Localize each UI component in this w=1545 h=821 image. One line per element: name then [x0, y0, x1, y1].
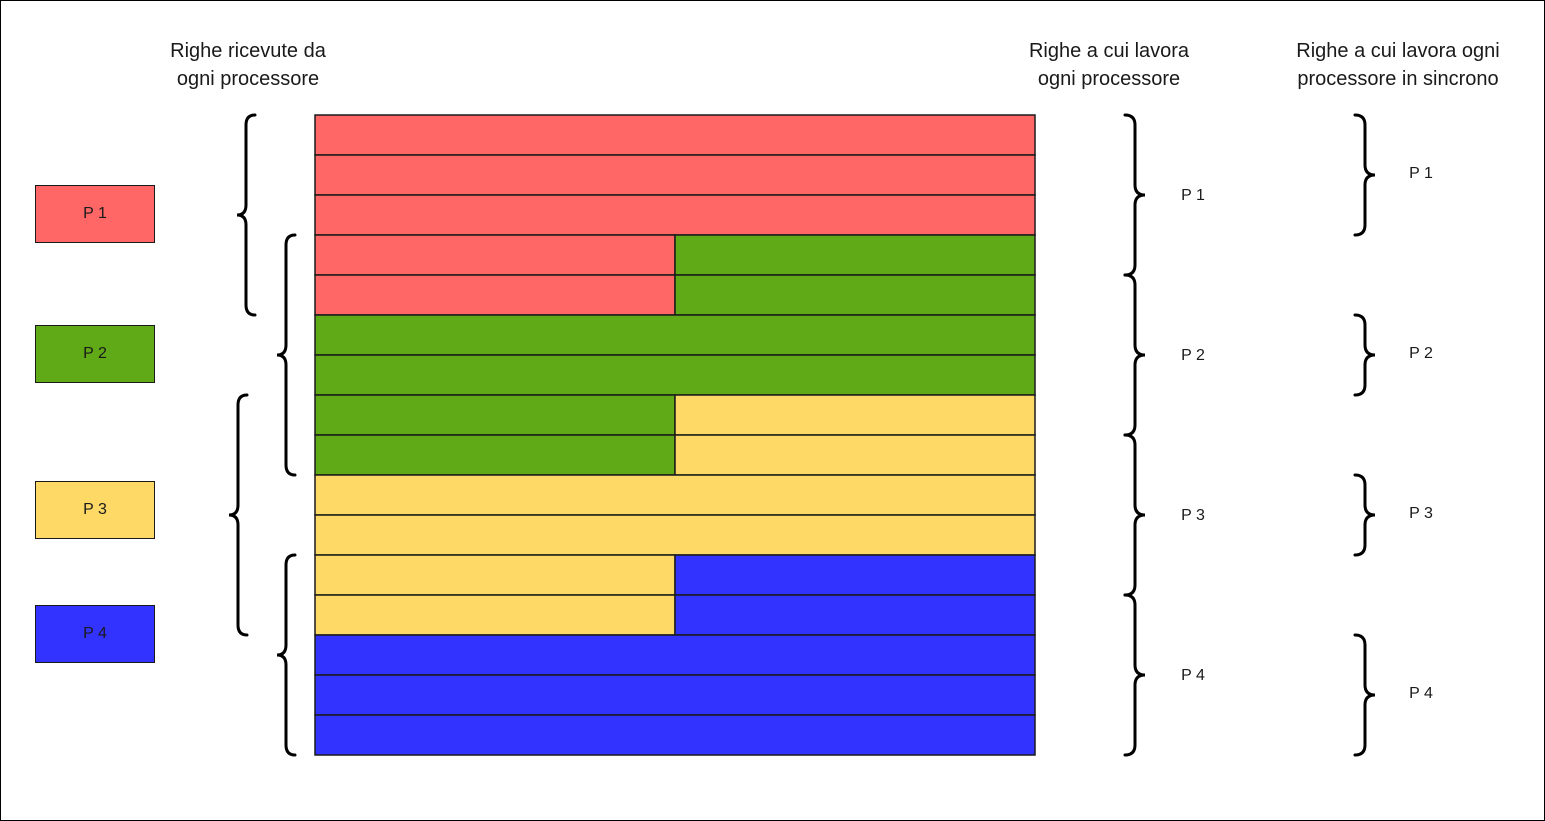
legend-p3-label: P 3 — [83, 501, 107, 518]
grid-row-4-cell-1-p1 — [314, 234, 676, 276]
heading-work-rows: Righe a cui lavora ogni processore — [1028, 40, 1190, 90]
work-label-p4: P 4 — [1181, 667, 1205, 684]
grid-row-14-cell-1-p4 — [314, 634, 1036, 676]
work-brace-p4 — [1123, 593, 1146, 757]
work-brace-p1 — [1123, 113, 1146, 277]
grid-row-3-cell-1-p1 — [314, 194, 1036, 236]
received-brace-p4 — [276, 553, 297, 757]
grid-row-12-cell-2-p4 — [674, 554, 1036, 596]
legend-p4: P 4 — [35, 605, 155, 663]
legend-p2-label: P 2 — [83, 345, 107, 362]
grid-row-4-cell-2-p2 — [674, 234, 1036, 276]
grid-row-15-cell-1-p4 — [314, 674, 1036, 716]
grid-row-9-cell-2-p3 — [674, 434, 1036, 476]
grid-row-9-cell-1-p2 — [314, 434, 676, 476]
heading-received-rows: Righe ricevute da ogni processore — [170, 40, 326, 90]
grid-row-8-cell-2-p3 — [674, 394, 1036, 436]
legend-p1-label: P 1 — [83, 205, 107, 222]
heading-sync-rows: Righe a cui lavora ogni processore in si… — [1296, 40, 1500, 90]
grid-row-11-cell-1-p3 — [314, 514, 1036, 556]
grid-row-10-cell-1-p3 — [314, 474, 1036, 516]
sync-label-p3: P 3 — [1409, 505, 1433, 522]
work-brace-p3 — [1123, 433, 1146, 597]
sync-brace-p1 — [1353, 113, 1376, 237]
grid-row-5-cell-2-p2 — [674, 274, 1036, 316]
work-label-p3: P 3 — [1181, 507, 1205, 524]
grid-row-13-cell-2-p4 — [674, 594, 1036, 636]
sync-brace-p4 — [1353, 633, 1376, 757]
grid-row-8-cell-1-p2 — [314, 394, 676, 436]
legend-p4-label: P 4 — [83, 625, 107, 642]
legend-p1: P 1 — [35, 185, 155, 243]
legend-p2: P 2 — [35, 325, 155, 383]
work-brace-p2 — [1123, 273, 1146, 437]
legend-p3: P 3 — [35, 481, 155, 539]
grid-row-13-cell-1-p3 — [314, 594, 676, 636]
work-label-p1: P 1 — [1181, 187, 1205, 204]
work-label-p2: P 2 — [1181, 347, 1205, 364]
grid-row-16-cell-1-p4 — [314, 714, 1036, 756]
grid-row-7-cell-1-p2 — [314, 354, 1036, 396]
grid-row-1-cell-1-p1 — [314, 114, 1036, 156]
sync-label-p2: P 2 — [1409, 345, 1433, 362]
received-brace-p1 — [236, 113, 257, 317]
grid-row-2-cell-1-p1 — [314, 154, 1036, 196]
received-brace-p2 — [276, 233, 297, 477]
sync-brace-p3 — [1353, 473, 1376, 557]
received-brace-p3 — [228, 393, 249, 637]
grid-row-12-cell-1-p3 — [314, 554, 676, 596]
sync-label-p1: P 1 — [1409, 165, 1433, 182]
sync-brace-p2 — [1353, 313, 1376, 397]
grid-row-5-cell-1-p1 — [314, 274, 676, 316]
grid-row-6-cell-1-p2 — [314, 314, 1036, 356]
sync-label-p4: P 4 — [1409, 685, 1433, 702]
